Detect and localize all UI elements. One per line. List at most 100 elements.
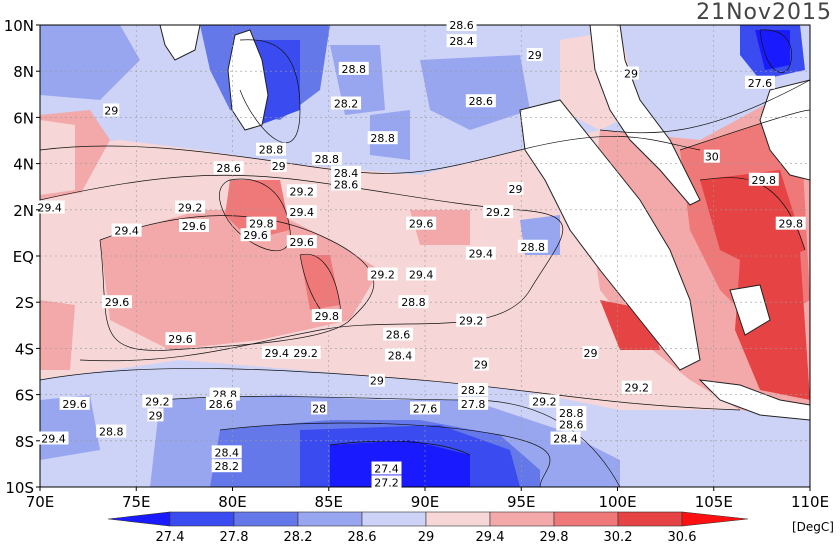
colorbar-label: 30.2 (604, 530, 633, 545)
contour-label-bg (311, 309, 342, 323)
contour-label: 29.2 (145, 396, 170, 409)
contour-label-bg (165, 332, 196, 346)
contour-label-bg (338, 61, 369, 75)
contour-label: 29.4 (409, 268, 434, 281)
lat-tick-label: 6S (15, 387, 34, 405)
contour-label: 28.8 (521, 241, 546, 254)
lon-tick-label: 75E (122, 493, 151, 511)
contour-label-bg (270, 158, 287, 172)
lat-tick-label: 6N (13, 109, 34, 127)
contour-label: 28.4 (553, 432, 578, 445)
contour-label: 28.4 (449, 35, 474, 48)
lat-tick-label: 2S (15, 294, 34, 312)
contour-label: 29 (104, 104, 118, 117)
contour-label: 29.6 (168, 333, 193, 346)
colorbar-segment (233, 511, 299, 527)
contour-label: 27.6 (748, 77, 773, 90)
contour-label-bg (246, 216, 277, 230)
colorbar-label: 27.8 (220, 530, 249, 545)
contour-label: 28.6 (449, 19, 474, 32)
contour-label: 29 (474, 359, 488, 372)
lat-tick-label: 8N (13, 63, 34, 81)
colorbar-label: 28.2 (284, 530, 313, 545)
colorbar-label: 30.6 (668, 530, 697, 545)
contour-label-bg (526, 48, 543, 62)
contour-label-bg (556, 406, 587, 420)
longitude-axis: 70E 75E 80E 85E 90E 95E 100E 105E 110E (26, 487, 829, 511)
contour-label: 29.6 (409, 218, 434, 231)
contour-label: 28.8 (342, 63, 367, 76)
lon-tick-label: 95E (507, 493, 536, 511)
contour-label-bg (240, 228, 271, 242)
contour-label-bg (465, 246, 496, 260)
contour-label-bg (34, 200, 65, 214)
contour-label-bg (103, 103, 120, 117)
india-coast (159, 25, 201, 61)
contour-label-bg (371, 461, 402, 475)
colorbar-segment (617, 511, 683, 527)
contour-label-bg (102, 295, 132, 309)
colorbar-label: 28.6 (348, 530, 377, 545)
colorbar-segment (169, 511, 235, 527)
contour-label: 29 (370, 375, 384, 388)
contour-label-bg (59, 396, 90, 410)
borneo (759, 79, 810, 181)
contour-label-bg (142, 394, 173, 408)
contour-label-bg (458, 382, 489, 396)
contour-label: 29.6 (182, 220, 207, 233)
contour-label: 29.6 (62, 398, 87, 411)
contour-label-bg (507, 182, 524, 196)
contour-label-bg (331, 96, 362, 110)
contour-label-bg (211, 445, 242, 459)
contour-label-bg (111, 223, 142, 237)
colorbar-label: 29 (418, 530, 435, 545)
colorbar-label: 29.8 (540, 530, 569, 545)
contour-label: 28.6 (209, 398, 234, 411)
lon-tick-label: 105E (695, 493, 733, 511)
lon-tick-label: 110E (791, 493, 829, 511)
contour-label-bg (211, 459, 242, 473)
contour-label-bg (744, 75, 775, 89)
contour-label-bg (748, 172, 779, 186)
contour-label: 28.8 (370, 132, 395, 145)
contour-label-bg (456, 313, 487, 327)
contour-label: 30 (705, 151, 719, 164)
contour-label: 28.4 (388, 349, 413, 362)
colorbar-segment (553, 511, 619, 527)
contour-label-bg (286, 205, 317, 219)
contour-label: 29.6 (290, 236, 315, 249)
contour-label-bg (96, 424, 127, 438)
contour-label: 29.2 (532, 396, 557, 409)
contour-label: 29.4 (290, 206, 315, 219)
contour-label: 28.2 (461, 384, 486, 397)
contour-lines (40, 29, 810, 487)
java (698, 379, 810, 421)
contour-label: 29.8 (315, 310, 340, 323)
latitude-axis: 10N 8N 6N 4N 2N EQ 2S 4S 6S 8S 10S (4, 17, 40, 497)
contour-label-bg (290, 346, 321, 360)
bangka (729, 284, 771, 336)
contour-label: 29.4 (37, 201, 62, 214)
lon-tick-label: 90E (411, 493, 440, 511)
contour-label-bg (371, 475, 402, 489)
lon-tick-label: 85E (314, 493, 343, 511)
contour-label: 29.2 (178, 201, 203, 214)
contour-label: 29 (149, 409, 163, 422)
contour-label: 28.8 (259, 144, 284, 157)
contour-label: 29.6 (105, 296, 130, 309)
contour-label-bg (446, 18, 477, 31)
contour-label: 29 (624, 68, 638, 81)
contour-label-bg (38, 431, 69, 445)
contour-label: 28.6 (559, 419, 584, 432)
contour-label-bg (483, 205, 514, 219)
contour-label-bg (367, 267, 398, 281)
contour-label: 29.4 (114, 225, 139, 238)
colorbar-label: 27.4 (156, 530, 185, 545)
contour-label-bg (286, 235, 317, 249)
contour-label-bg (331, 177, 362, 191)
colorbar-segment (361, 511, 427, 527)
contour-label-bg (175, 200, 206, 214)
contour-label-bg (775, 216, 806, 230)
contour-label-bg (286, 184, 317, 198)
contour-label: 29 (508, 183, 522, 196)
